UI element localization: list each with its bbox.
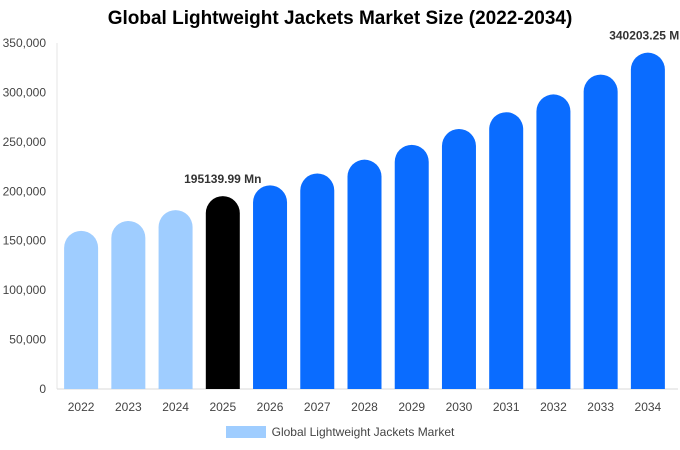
data-label: 340203.25 Mn	[609, 29, 680, 43]
y-tick-label: 50,000	[9, 333, 46, 347]
y-tick-label: 0	[39, 382, 46, 396]
legend-swatch	[225, 426, 266, 438]
bars	[64, 52, 665, 390]
x-tick-label: 2026	[257, 400, 284, 414]
y-tick-label: 350,000	[3, 36, 47, 50]
data-labels: 195139.99 Mn 340203.25 Mn	[184, 29, 680, 186]
x-tick-label: 2030	[446, 400, 473, 414]
y-tick-label: 100,000	[3, 283, 47, 297]
x-tick-label: 2022	[68, 400, 95, 414]
x-tick-label: 2031	[493, 400, 520, 414]
x-tick-label: 2029	[398, 400, 425, 414]
bar-2034	[630, 52, 665, 389]
bar-2024	[158, 210, 193, 389]
x-tick-label: 2025	[209, 400, 236, 414]
bar-2032	[536, 94, 571, 389]
x-tick-label: 2033	[587, 400, 614, 414]
y-tick-label: 300,000	[3, 85, 47, 99]
chart-title: Global Lightweight Jackets Market Size (…	[107, 8, 573, 29]
x-tick-label: 2023	[115, 400, 142, 414]
y-tick-label: 150,000	[3, 234, 47, 248]
bar-2026	[253, 185, 288, 389]
x-tick-label: 2028	[351, 400, 378, 414]
bar-2022	[64, 230, 99, 389]
x-axis: 2022 2023 2024 2025 2026 2027 2028 2029 2030 2031…	[57, 388, 678, 414]
bar-2028	[347, 159, 382, 389]
y-tick-label: 200,000	[3, 184, 47, 198]
bar-2025	[205, 196, 240, 389]
bar-2033	[583, 74, 618, 390]
x-tick-label: 2034	[635, 400, 662, 414]
bar-2027	[300, 173, 335, 389]
y-tick-label: 250,000	[3, 135, 47, 149]
legend-label: Global Lightweight Jackets Market	[271, 425, 455, 439]
y-axis: 0 50,000 100,000 150,000 200,000 250,000 300,0…	[3, 36, 58, 396]
bar-2030	[441, 129, 476, 389]
x-tick-label: 2024	[162, 400, 189, 414]
bar-2023	[111, 220, 146, 389]
data-label: 195139.99 Mn	[184, 172, 261, 186]
x-tick-label: 2032	[540, 400, 567, 414]
bar-2029	[394, 144, 429, 389]
bar-2031	[489, 112, 524, 389]
legend[interactable]: Global Lightweight Jackets Market	[0, 425, 680, 439]
x-tick-label: 2027	[304, 400, 331, 414]
